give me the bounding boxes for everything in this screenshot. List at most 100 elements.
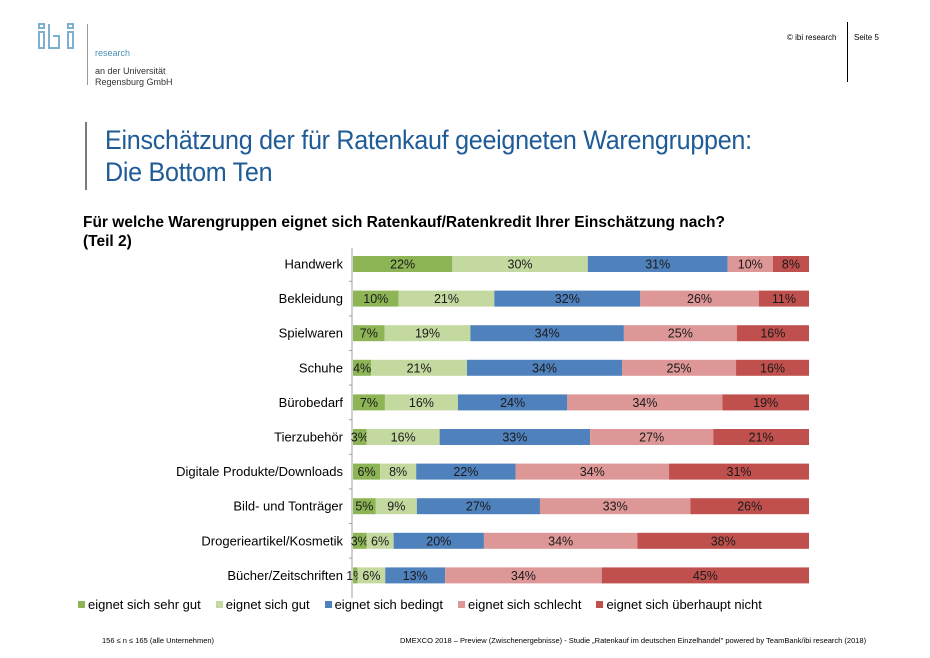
legend-item: eignet sich sehr gut [78,597,201,612]
data-label: 4% [353,361,371,375]
data-label: 13% [403,569,428,583]
data-label: 3% [351,534,369,548]
bar-segment [366,429,440,445]
data-label: 19% [753,396,778,410]
page-title-line2: Die Bottom Ten [105,157,273,187]
data-label: 7% [360,396,378,410]
bar-segment [722,394,809,411]
bar-segment [470,325,624,342]
data-label: 10% [363,292,388,306]
legend-label: eignet sich gut [225,597,310,612]
logo-uni-line1: an der Universität [95,66,166,76]
category-label: Spielwaren [279,326,343,341]
data-label: 10% [738,258,763,272]
bar-segment [539,498,691,515]
bar-segment [623,325,737,342]
bar-segment [353,532,367,549]
bar-segment [353,256,453,272]
data-label: 25% [667,361,692,375]
legend-swatch [324,601,332,608]
data-label: 38% [711,534,736,548]
data-label: 22% [390,258,415,272]
bar-segment [690,498,809,515]
bar-segment [353,290,399,307]
bar-segment [590,429,714,445]
legend-item: eignet sich schlecht [458,597,581,612]
category-label: Schuhe [299,360,343,375]
bar-segment [736,359,809,376]
data-label: 8% [389,465,407,479]
bar-segment [452,256,588,272]
page-title-line1: Einschätzung der für Ratenkauf geeignete… [105,125,752,155]
legend-item: eignet sich überhaupt nicht [596,597,762,612]
chart-legend: eignet sich sehr gut eignet sich gut eigne… [78,597,777,612]
data-label: 21% [434,292,459,306]
bar-segment [669,463,809,480]
data-label: 21% [749,431,774,445]
bar-segment [758,290,809,307]
bar-segment [467,359,623,376]
data-label: 34% [532,361,557,375]
chart-question: Für welche Warengruppen eignet sich Rate… [83,213,725,251]
data-label: 16% [760,361,785,375]
data-label: 26% [737,500,762,514]
bar-segment [416,463,516,480]
bar-segment [398,290,495,307]
logo-university-text: an der Universität Regensburg GmbH [95,66,173,88]
data-label: 32% [555,292,580,306]
bar-segment [357,567,386,584]
data-label: 8% [782,258,800,272]
data-label: 22% [453,465,478,479]
data-label: 6% [362,569,380,583]
bar-segment [353,429,367,445]
bar-segment [353,498,376,515]
data-label: 7% [360,327,378,341]
logo-divider [87,24,88,85]
footer-sample-size: 156 ≤ n ≤ 165 (alle Unternehmen) [102,636,215,645]
bar-segment [457,394,568,411]
bar-segment [385,567,446,584]
data-label: 9% [387,500,405,514]
legend-item: eignet sich bedingt [324,597,443,612]
data-label: 11% [772,292,796,306]
data-label: 34% [535,327,560,341]
data-label: 16% [409,396,434,410]
category-label: Bürobedarf [279,395,344,410]
bar-segment [366,532,394,549]
page-number: Seite 5 [854,33,879,42]
legend-swatch [78,601,85,608]
category-label: Digitale Produkte/Downloads [176,464,343,479]
data-label: 33% [502,431,527,445]
bar-segment [713,429,809,445]
bar-segment [353,359,372,376]
category-label: Bücher/Zeitschriften [227,568,343,583]
legend-item: eignet sich gut [215,597,310,612]
data-label: 34% [511,569,536,583]
data-label: 25% [668,327,693,341]
bar-segment [727,256,773,272]
bar-segment [393,532,484,549]
bar-segment [371,359,467,376]
bar-segment [353,463,381,480]
chart-question-line1: Für welche Warengruppen eignet sich Rate… [83,214,725,231]
data-label: 31% [727,465,752,479]
bar-segment [416,498,540,515]
ibi-logo-icon [38,23,74,49]
footer-source: DMEXCO 2018 – Preview (Zwischenergebniss… [400,636,867,645]
bar-segment [515,463,670,480]
bar-segment [567,394,723,411]
data-label: 3% [351,431,369,445]
chart-question-line2: (Teil 2) [83,233,132,250]
data-label: 34% [548,534,573,548]
bar-segment [353,567,358,584]
legend-label: eignet sich bedingt [334,597,443,612]
data-label: 33% [603,500,628,514]
bar-segment [375,498,417,515]
page-title: Einschätzung der für Ratenkauf geeignete… [105,124,752,188]
bar-segment [736,325,809,342]
data-label: 31% [645,258,670,272]
bar-segment [445,567,602,584]
bar-segment [380,463,417,480]
category-label: Handwerk [284,257,343,272]
